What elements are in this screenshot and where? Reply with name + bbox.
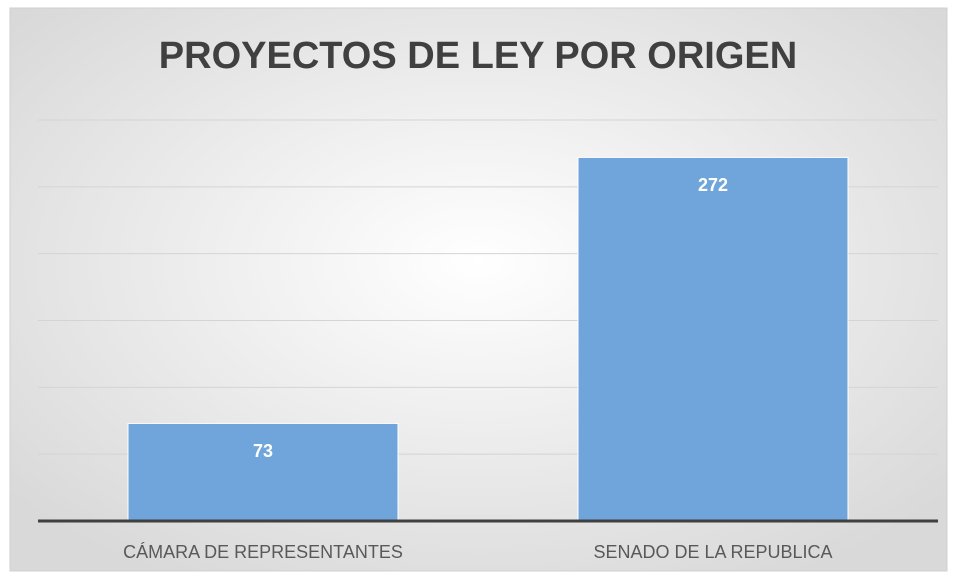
x-tick-label: SENADO DE LA REPUBLICA — [593, 542, 832, 562]
bars — [127, 156, 849, 522]
labels: CÁMARA DE REPRESENTANTES 73 SENADO DE LA R… — [38, 175, 938, 562]
chart-title: PROYECTOS DE LEY POR ORIGEN — [159, 35, 797, 77]
data-label: 272 — [698, 175, 728, 195]
data-label: 73 — [253, 441, 273, 461]
x-tick-label: CÁMARA DE REPRESENTANTES — [123, 542, 403, 562]
bar — [577, 156, 849, 522]
bar — [127, 422, 399, 522]
